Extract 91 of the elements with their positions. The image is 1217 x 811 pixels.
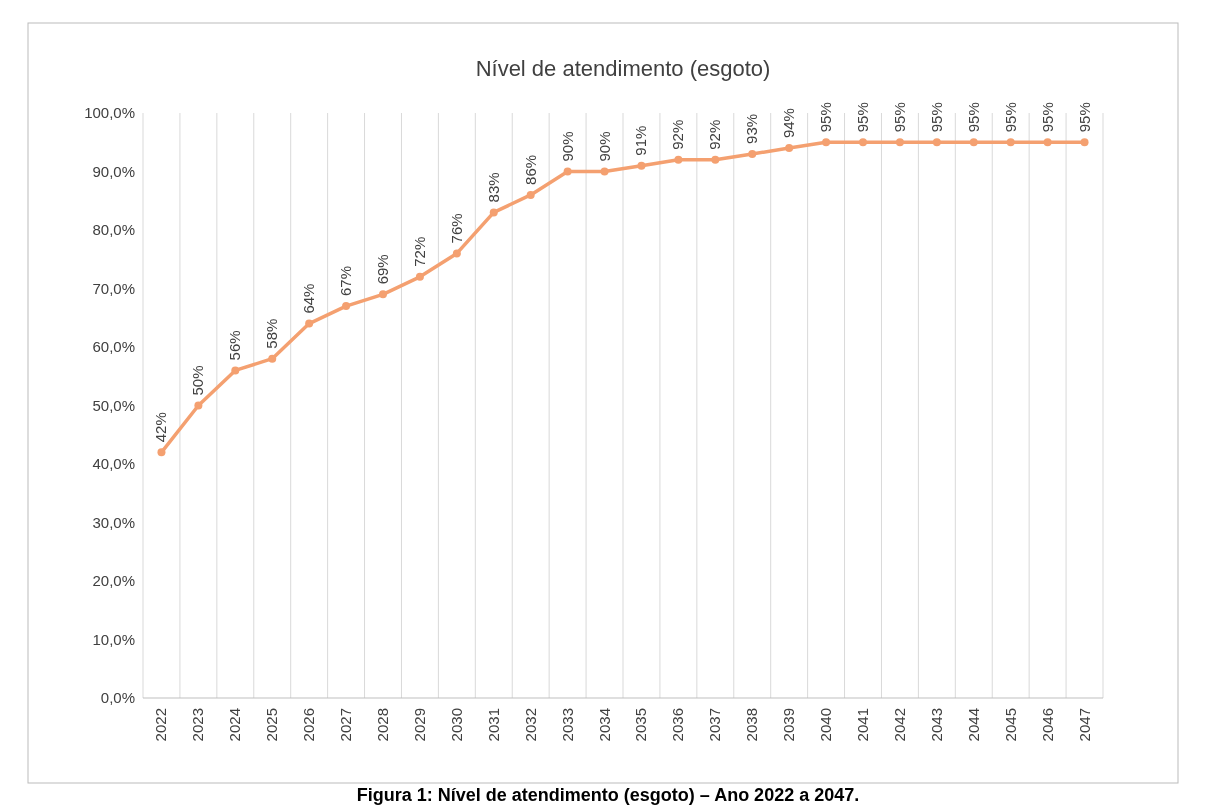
x-tick-label: 2022 [152, 708, 170, 742]
data-label: 95% [1038, 102, 1056, 133]
data-label: 95% [964, 102, 982, 133]
x-tick-label: 2032 [521, 708, 539, 742]
data-label: 58% [263, 318, 281, 349]
x-tick-label: 2029 [410, 708, 428, 742]
x-tick-label: 2026 [300, 708, 318, 742]
point [785, 144, 794, 153]
data-label: 67% [337, 266, 355, 297]
point [822, 138, 831, 147]
data-label: 93% [743, 113, 761, 144]
x-tick-label: 2023 [189, 708, 207, 742]
x-tick-label: 2046 [1038, 708, 1056, 742]
point [194, 401, 203, 410]
y-tick-label: 10,0% [92, 630, 135, 648]
data-label: 69% [374, 254, 391, 285]
data-label: 95% [927, 102, 945, 133]
point [1006, 138, 1015, 147]
y-tick-label: 30,0% [92, 513, 135, 531]
point [452, 249, 461, 258]
y-tick-label: 0,0% [100, 689, 135, 707]
x-tick-label: 2024 [226, 708, 244, 742]
point [268, 354, 277, 363]
data-label: 76% [447, 213, 465, 244]
point [379, 290, 387, 299]
point [859, 138, 867, 147]
data-label: 90% [595, 131, 613, 162]
x-tick-label: 2027 [337, 708, 355, 742]
x-tick-label: 2037 [706, 708, 724, 742]
y-tick-label: 70,0% [92, 279, 135, 297]
point [711, 155, 720, 164]
point [563, 167, 572, 176]
y-tick-label: 40,0% [92, 455, 135, 473]
point [969, 138, 978, 147]
x-tick-label: 2041 [854, 708, 871, 742]
x-tick-label: 2028 [374, 708, 391, 742]
x-tick-label: 2044 [964, 708, 982, 742]
x-tick-label: 2025 [263, 708, 281, 742]
x-tick-label: 2030 [447, 708, 465, 742]
point [342, 302, 351, 311]
data-label: 92% [706, 119, 724, 150]
point [415, 272, 424, 281]
data-label: 83% [484, 172, 502, 203]
data-label: 86% [521, 154, 539, 185]
data-label: 56% [226, 330, 244, 361]
data-label: 50% [189, 365, 207, 396]
point [231, 366, 240, 375]
x-tick-label: 2038 [743, 708, 761, 742]
point [1080, 138, 1089, 147]
point [748, 149, 757, 158]
chart-title: Nível de atendimento (esgoto) [475, 56, 771, 81]
point [600, 167, 609, 176]
x-tick-label: 2034 [595, 708, 613, 742]
point [305, 319, 314, 328]
x-tick-label: 2043 [927, 708, 945, 742]
point [1043, 138, 1052, 147]
point [674, 155, 683, 164]
point [637, 161, 646, 170]
data-label: 64% [300, 283, 318, 314]
x-tick-label: 2039 [780, 708, 798, 742]
x-tick-label: 2040 [817, 708, 835, 742]
data-label: 91% [632, 125, 650, 156]
x-tick-label: 2045 [1001, 708, 1019, 742]
data-label: 94% [780, 108, 798, 139]
data-label: 95% [890, 102, 908, 133]
point [932, 138, 941, 147]
point [489, 208, 498, 217]
x-tick-label: 2035 [632, 708, 650, 742]
data-label: 72% [410, 236, 428, 267]
y-tick-label: 100,0% [84, 104, 135, 122]
data-label: 95% [817, 102, 835, 133]
data-label: 92% [669, 119, 687, 150]
x-tick-label: 2047 [1075, 708, 1093, 742]
y-tick-label: 80,0% [92, 221, 135, 239]
point [157, 448, 166, 457]
y-tick-label: 20,0% [92, 572, 135, 590]
point [526, 190, 535, 199]
data-label: 95% [1075, 102, 1093, 133]
text: Figura 1: Nível de atendimento (esgoto) – Ano 2022 a 2047. [356, 785, 860, 805]
data-label: 95% [1001, 102, 1019, 133]
x-tick-label: 2042 [890, 708, 908, 742]
data-label: 95% [854, 102, 871, 133]
data-label: 90% [558, 131, 576, 162]
x-tick-label: 2033 [558, 708, 576, 742]
x-tick-label: 2031 [484, 708, 502, 742]
y-tick-label: 90,0% [92, 162, 135, 180]
x-tick-label: 2036 [669, 708, 687, 742]
y-tick-label: 50,0% [92, 396, 135, 414]
point [895, 138, 904, 147]
y-tick-label: 60,0% [92, 338, 135, 356]
data-label: 42% [152, 412, 170, 443]
